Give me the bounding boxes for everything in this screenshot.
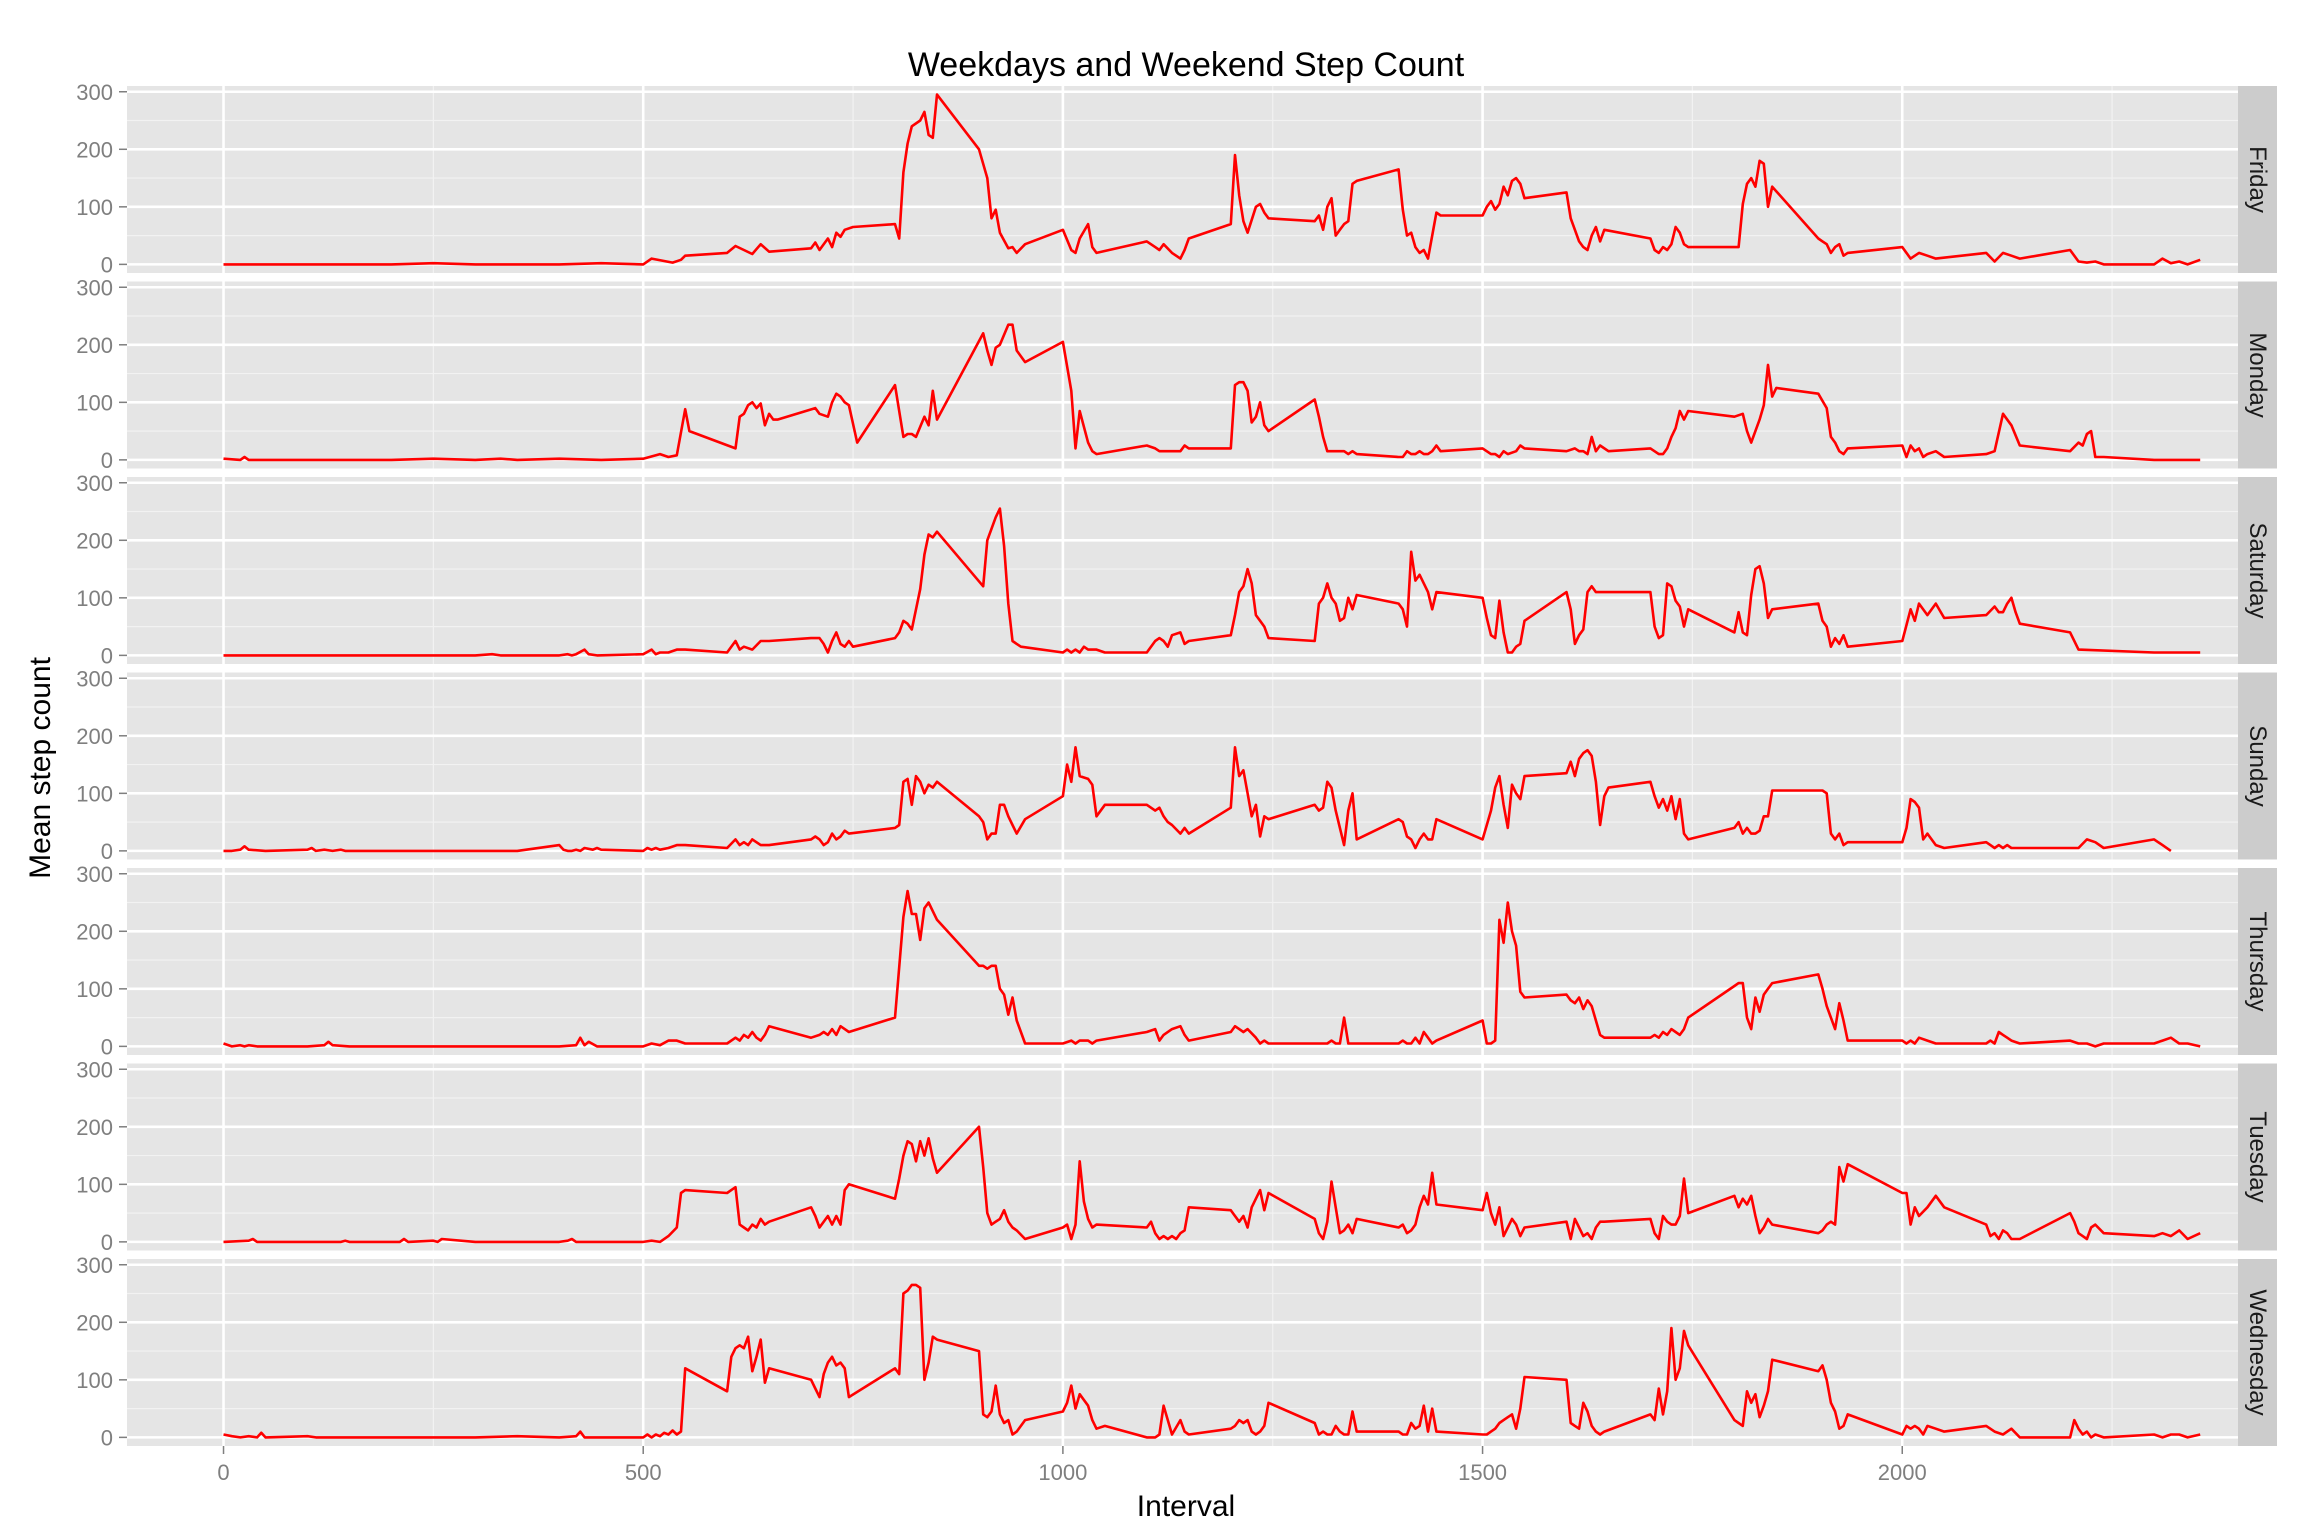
y-tick-label: 200	[76, 919, 113, 944]
y-tick-label: 0	[101, 1425, 113, 1450]
y-tick-label: 0	[101, 839, 113, 864]
facet-strip-label: Monday	[2244, 332, 2271, 417]
x-tick-label: 500	[625, 1460, 662, 1485]
y-tick-label: 300	[76, 471, 113, 496]
chart-title: Weekdays and Weekend Step Count	[908, 46, 1465, 84]
panel-background	[127, 86, 2238, 273]
x-tick-label: 1000	[1038, 1460, 1087, 1485]
panel-background	[127, 868, 2238, 1055]
y-tick-label: 300	[76, 275, 113, 300]
panel-background	[127, 477, 2238, 664]
y-tick-label: 100	[76, 781, 113, 806]
x-axis-title: Interval	[1137, 1490, 1235, 1523]
y-tick-label: 300	[76, 80, 113, 105]
y-tick-label: 0	[101, 1034, 113, 1059]
facet-strip	[2238, 281, 2277, 469]
facet-strip-label: Thursday	[2244, 911, 2271, 1011]
y-tick-label: 0	[101, 643, 113, 668]
facet-strip-label: Friday	[2244, 146, 2271, 213]
facet-strip	[2238, 672, 2277, 860]
facet-strip	[2238, 1063, 2277, 1251]
facet-panel-saturday: 0 100 200 300 Saturday	[76, 471, 2277, 668]
panel-background	[127, 672, 2238, 860]
y-tick-label: 200	[76, 724, 113, 749]
facet-panel-friday: 0 100 200 300 Friday	[76, 80, 2277, 277]
facet-panel-monday: 0 100 200 300 Monday	[76, 275, 2277, 473]
y-tick-label: 200	[76, 333, 113, 358]
y-tick-label: 0	[101, 448, 113, 473]
y-tick-label: 200	[76, 1115, 113, 1140]
x-tick-label: 2000	[1878, 1460, 1927, 1485]
y-tick-label: 200	[76, 137, 113, 162]
panel-background	[127, 1259, 2238, 1446]
facet-strip	[2238, 1259, 2277, 1446]
series-line-tuesday	[223, 1125, 2201, 1244]
y-tick-label: 100	[76, 195, 113, 220]
facet-panel-thursday: 0 100 200 300 Thursday	[76, 862, 2277, 1059]
y-tick-label: 300	[76, 1253, 113, 1278]
series-line-friday	[223, 93, 2201, 266]
facet-panel-wednesday: 0 100 200 300 Wednesday	[76, 1253, 2277, 1450]
x-tick-label: 0	[217, 1460, 229, 1485]
facet-panels: 0 100 200 300 Friday 0 100 200 300 Monday 0 100 200 3…	[76, 80, 2277, 1450]
y-tick-label: 200	[76, 1310, 113, 1335]
facet-strip-label: Tuesday	[2244, 1111, 2271, 1202]
y-tick-label: 100	[76, 1172, 113, 1197]
x-tick-label: 1500	[1458, 1460, 1507, 1485]
facet-strip-label: Saturday	[2244, 522, 2271, 618]
series-line-saturday	[223, 507, 2201, 657]
x-axis: 0 500 1000 1500 2000	[217, 1446, 1927, 1485]
series-line-sunday	[223, 746, 2172, 853]
y-tick-label: 100	[76, 586, 113, 611]
y-tick-label: 100	[76, 977, 113, 1002]
y-axis-title: Mean step count	[24, 656, 57, 878]
y-tick-label: 300	[76, 862, 113, 887]
panel-background	[127, 1063, 2238, 1251]
y-tick-label: 100	[76, 390, 113, 415]
y-tick-label: 100	[76, 1368, 113, 1393]
panel-background	[127, 281, 2238, 469]
y-tick-label: 300	[76, 1057, 113, 1082]
facet-strip-label: Wednesday	[2244, 1289, 2271, 1415]
facet-strip	[2238, 477, 2277, 664]
series-line-thursday	[223, 889, 2201, 1048]
facet-panel-tuesday: 0 100 200 300 Tuesday	[76, 1057, 2277, 1255]
y-tick-label: 0	[101, 252, 113, 277]
facet-strip-label: Sunday	[2244, 725, 2271, 806]
facet-strip	[2238, 86, 2277, 273]
series-line-wednesday	[223, 1283, 2201, 1439]
series-line-monday	[223, 323, 2201, 462]
y-tick-label: 300	[76, 666, 113, 691]
y-tick-label: 0	[101, 1230, 113, 1255]
facet-strip	[2238, 868, 2277, 1055]
y-tick-label: 200	[76, 528, 113, 553]
facet-panel-sunday: 0 100 200 300 Sunday	[76, 666, 2277, 864]
